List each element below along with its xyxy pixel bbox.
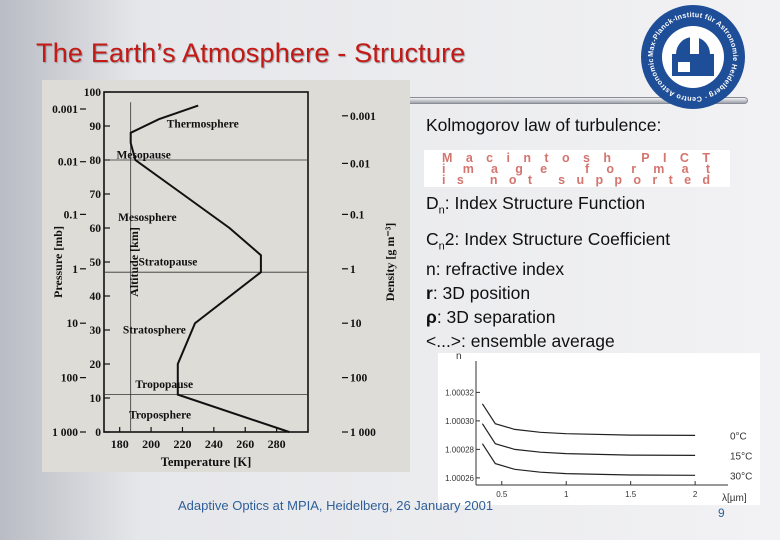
inset-y-tick-label: 1.00026 [445,474,474,483]
refractive-index-chart: n λ[µm] 1.00032 1.00030 1.00028 1.00026 0.5 1 1.… [445,351,752,504]
pressure-tick-label: 1 000 [52,427,78,439]
altitude-tick-label: 10 [90,393,102,405]
pict-placeholder-image: Macintosh PICT image format is not suppo… [424,150,730,187]
inset-x-tick-label: 2 [693,490,698,499]
altitude-tick-label: 40 [90,291,102,303]
cn-symbol: C [426,229,439,249]
pressure-tick-label: 0.01 [58,157,78,169]
layer-label: Troposphere [129,409,191,421]
inset-series-label: 0°C [730,431,747,442]
altitude-tick-label: 70 [90,189,102,201]
altitude-tick-label: 0 [95,427,101,439]
layer-label: Mesopause [117,149,171,161]
layer-label: Mesosphere [118,212,177,224]
n-definition: n: refractive index [426,259,565,279]
altitude-tick-label: 80 [90,155,102,167]
rho-definition: ρ: 3D separation [426,307,556,328]
inset-x-tick-label: 1 [564,490,569,499]
dn-symbol: D [426,193,439,213]
density-tick-label: 0.1 [350,209,365,221]
slide-footer: Adaptive Optics at MPIA, Heidelberg, 26 … [178,498,494,513]
inset-x-axis-title: λ[µm] [722,493,747,504]
pressure-tick-label: 0.001 [52,104,78,116]
altitude-tick-label: 60 [90,223,102,235]
refractive-index-inset: n λ[µm] 1.00032 1.00030 1.00028 1.00026 0.5 1 1.… [438,351,760,505]
inset-y-tick-label: 1.00032 [445,388,474,397]
density-tick-label: 1 [350,264,356,276]
temperature-tick-label: 240 [205,437,223,451]
inset-series-label: 30°C [730,471,752,482]
layer-label: Tropopause [135,379,193,391]
altitude-tick-label: 30 [90,325,102,337]
cn-subscript: n [438,240,445,253]
atmosphere-chart: 10090807060504030201000.0010.010.1110100… [51,87,397,469]
inset-series-line [481,403,696,436]
density-tick-label: 0.001 [350,111,376,123]
pressure-tick-label: 1 [72,264,78,276]
density-tick-label: 1 000 [350,427,376,439]
pressure-tick-label: 0.1 [64,209,79,221]
pict-line-3: is not supported [442,173,712,187]
inset-y-tick-label: 1.00030 [445,417,474,426]
rho-symbol: ρ [426,307,437,327]
altitude-tick-label: 50 [90,257,102,269]
altitude-axis-title: Altitude [km] [127,227,141,297]
atmosphere-structure-figure: 100 90 80 70 60 50 40 30 20 10 0 0.001 0.01 0.1 1 10 100… [42,80,410,472]
density-axis-title: Density [g m⁻³] [383,223,397,302]
pressure-axis-title: Pressure [mb] [51,226,65,298]
temperature-tick-label: 280 [268,437,286,451]
temperature-axis-title: Temperature [K] [161,455,252,469]
dn-definition: Dn: Index Structure Function [426,193,645,217]
r-description: : 3D position [432,283,531,303]
average-definition: <...>: ensemble average [426,331,615,351]
rho-description: : 3D separation [436,307,556,327]
inset-x-tick-label: 0.5 [496,490,508,499]
kolmogorov-heading: Kolmogorov law of turbulence: [426,115,662,135]
layer-label: Stratopause [139,256,198,268]
density-tick-label: 100 [350,373,368,385]
temperature-tick-label: 220 [173,437,191,451]
altitude-tick-label: 20 [90,359,102,371]
inset-series-label: 15°C [730,451,752,462]
pressure-tick-label: 100 [61,373,79,385]
inset-y-tick-label: 1.00028 [445,445,474,454]
altitude-tick-label: 100 [84,87,102,99]
inset-x-tick-label: 1.5 [625,490,637,499]
temperature-tick-label: 200 [142,437,160,451]
cn-superscript: 2 [444,229,455,249]
layer-label: Stratosphere [123,324,186,336]
pict-line-1: Macintosh PICT [442,151,712,165]
dn-subscript: n [438,204,445,217]
slide-title: The Earth’s Atmosphere - Structure [36,38,466,68]
inset-series-line [481,423,696,456]
dn-description: : Index Structure Function [444,193,646,213]
temperature-profile-line [129,104,290,433]
r-definition: r: 3D position [426,283,530,304]
page-number: 9 [718,506,725,520]
temperature-tick-label: 180 [111,437,129,451]
temperature-tick-label: 260 [236,437,254,451]
inset-series-line [481,443,696,476]
mpia-logo-icon: Max-Planck-Institut für Astronomie Heide… [638,2,745,109]
inset-y-axis-title: n [456,353,462,362]
cn-description: : Index Structure Coefficient [454,229,671,249]
density-tick-label: 10 [350,318,362,330]
r-symbol: r [426,283,433,303]
density-tick-label: 0.01 [350,158,370,170]
cn2-definition: Cn2: Index Structure Coefficient [426,229,670,253]
layer-label: Thermosphere [167,119,239,131]
altitude-tick-label: 90 [90,121,102,133]
pressure-tick-label: 10 [67,318,79,330]
